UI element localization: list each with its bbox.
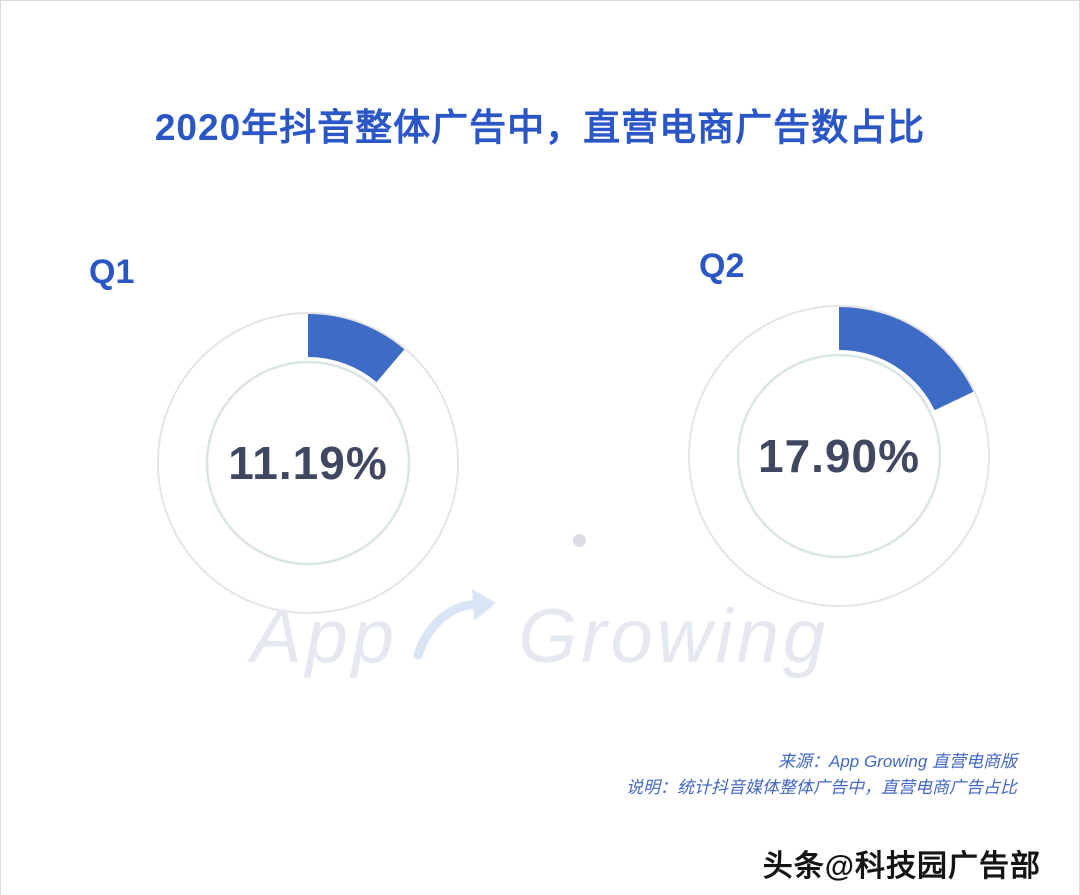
donut-label-q2: Q2 — [699, 247, 745, 285]
donut-ring-q2 — [688, 305, 990, 607]
source-line-1: 来源：App Growing 直营电商版 — [778, 752, 1017, 771]
donut-value-q1: 11.19% — [228, 437, 388, 489]
footer-byline: 头条@科技园广告部 — [762, 850, 1041, 883]
donut-chart-q1: 11.19% — [153, 308, 463, 618]
source-note: 来源：App Growing 直营电商版 说明：统计抖音媒体整体广告中，直营电商… — [626, 749, 1017, 801]
donut-chart-q2: 17.90% — [684, 301, 994, 611]
source-line-2: 说明：统计抖音媒体整体广告中，直营电商广告占比 — [626, 778, 1017, 797]
donut-value-q2: 17.90% — [757, 430, 920, 482]
page-title: 2020年抖音整体广告中，直营电商广告数占比 — [154, 107, 926, 148]
watermark-dot — [573, 534, 586, 547]
donut-ring-q1 — [157, 312, 459, 614]
donut-label-q1: Q1 — [89, 253, 135, 291]
